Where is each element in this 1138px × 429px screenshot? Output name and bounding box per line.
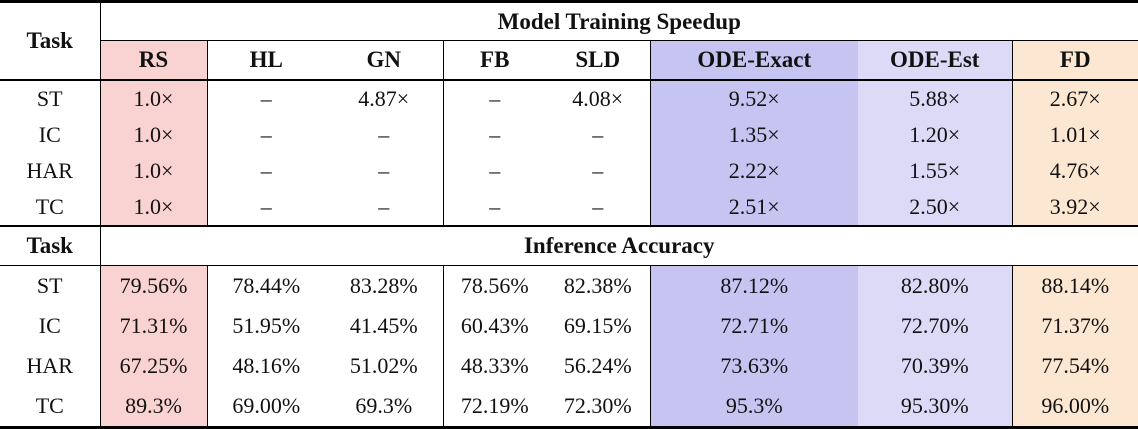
task-column-header-2: Task [0,226,101,266]
cell: – [489,158,501,183]
section-title-accuracy: Inference Accuracy [100,226,1138,266]
table-row: TC 89.3% 69.00% 69.3% 72.19% 72.30% 95.3… [0,386,1138,428]
row-header-tc: TC [0,386,101,428]
cell: 83.28% [325,265,444,306]
cell: 82.38% [546,265,651,306]
row-header-har: HAR [0,346,101,386]
cell: – [260,122,272,147]
col-header-hl: HL [207,40,325,81]
cell: 1.55× [858,153,1013,189]
cell: – [325,189,444,227]
cell: 48.33% [460,353,529,378]
cell: 78.56% [460,273,529,298]
cell: 2.67× [1012,80,1138,117]
cell: – [546,189,651,227]
col-header-sld: SLD [546,40,651,81]
cell: 70.39% [858,346,1013,386]
table-row: ST 79.56% 78.44% 83.28% 78.56% 82.38% 87… [0,265,1138,306]
cell: – [260,86,272,111]
col-header-gn: GN [325,40,444,81]
cell: 67.25% [100,346,208,386]
cell: 56.24% [546,346,651,386]
col-header-fd: FD [1012,40,1138,81]
cell: 51.95% [232,313,301,338]
cell: 51.02% [325,346,444,386]
cell: 41.45% [325,306,444,346]
row-header-ic: IC [0,117,101,153]
col-header-ode-est: ODE-Est [858,40,1013,81]
col-header-ode-exact: ODE-Exact [650,40,858,81]
row-header-ic: IC [0,306,101,346]
cell: 1.0× [100,189,208,227]
cell: – [546,117,651,153]
section-title-speedup: Model Training Speedup [100,1,1138,41]
cell: 48.16% [232,353,301,378]
cell: 69.00% [232,393,301,418]
cell: 1.0× [100,153,208,189]
cell: 96.00% [1012,386,1138,428]
cell: 78.44% [232,273,301,298]
row-header-st: ST [0,80,101,117]
cell: 95.30% [858,386,1013,428]
cell: 72.19% [460,393,529,418]
cell: 77.54% [1012,346,1138,386]
cell: – [325,117,444,153]
cell: – [443,189,546,227]
cell: 1.20× [858,117,1013,153]
col-header-fb: FB [443,40,546,81]
cell: 9.52× [650,80,858,117]
cell: 1.35× [650,117,858,153]
cell: – [546,153,651,189]
cell: 87.12% [650,265,858,306]
table-row: HAR 67.25% 48.16% 51.02% 48.33% 56.24% 7… [0,346,1138,386]
cell: 89.3% [100,386,208,428]
cell: 69.3% [325,386,444,428]
cell: 73.63% [650,346,858,386]
cell: 69.15% [546,306,651,346]
cell: 79.56% [100,265,208,306]
table-row: IC 71.31% 51.95% 41.45% 60.43% 69.15% 72… [0,306,1138,346]
task-column-header: Task [0,1,101,81]
cell: 72.70% [858,306,1013,346]
cell: 4.08× [546,80,651,117]
row-header-st: ST [0,265,101,306]
cell: 1.0× [100,80,208,117]
cell: – [325,153,444,189]
cell: 60.43% [460,313,529,338]
col-header-rs: RS [100,40,208,81]
cell: – [260,158,272,183]
cell: 72.30% [546,386,651,428]
table-row: HAR 1.0× – – – – 2.22× 1.55× 4.76× [0,153,1138,189]
cell: 5.88× [858,80,1013,117]
cell: 2.22× [650,153,858,189]
cell: – [489,122,501,147]
table-row: ST 1.0× – 4.87× – 4.08× 9.52× 5.88× 2.67… [0,80,1138,117]
cell: 71.31% [100,306,208,346]
table-row: TC 1.0× – – – – 2.51× 2.50× 3.92× [0,189,1138,227]
cell: 3.92× [1012,189,1138,227]
table-row: IC 1.0× – – – – 1.35× 1.20× 1.01× [0,117,1138,153]
cell: 88.14% [1012,265,1138,306]
cell: 95.3% [650,386,858,428]
cell: 71.37% [1012,306,1138,346]
cell: 1.01× [1012,117,1138,153]
cell: 72.71% [650,306,858,346]
cell: – [489,86,501,111]
cell: 1.0× [100,117,208,153]
cell: – [207,189,325,227]
cell: 4.87× [325,80,444,117]
row-header-tc: TC [0,189,101,227]
cell: 4.76× [1012,153,1138,189]
cell: 82.80% [858,265,1013,306]
row-header-har: HAR [0,153,101,189]
cell: 2.50× [858,189,1013,227]
cell: 2.51× [650,189,858,227]
